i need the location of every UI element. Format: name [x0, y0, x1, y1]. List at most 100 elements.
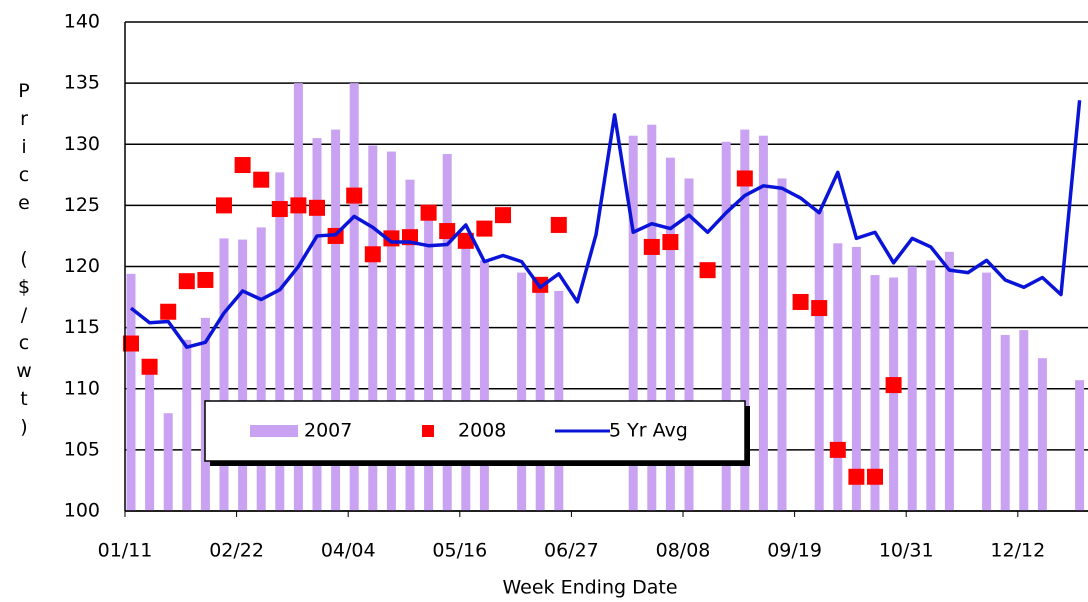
y-tick-label: 125 — [64, 194, 100, 216]
bar — [833, 243, 843, 511]
bar — [814, 210, 824, 511]
bar — [684, 178, 694, 512]
bar — [740, 129, 750, 511]
bar — [889, 277, 899, 511]
point — [848, 468, 865, 485]
y-axis-label: Price ($/cwt) — [13, 80, 35, 444]
bar — [219, 238, 229, 511]
bar — [1019, 330, 1029, 511]
bar — [126, 273, 136, 511]
bar — [758, 135, 768, 511]
bar — [349, 83, 359, 511]
point — [309, 199, 325, 216]
legend-label: 2007 — [304, 420, 352, 442]
point — [495, 207, 511, 224]
point — [867, 468, 883, 485]
point — [346, 187, 363, 204]
legend-label: 2008 — [458, 420, 506, 442]
x-tick-label: 09/19 — [767, 540, 822, 562]
bar — [907, 266, 917, 511]
bar — [851, 246, 861, 511]
bar — [442, 154, 452, 511]
bar — [461, 235, 471, 511]
point — [141, 358, 158, 375]
point — [792, 293, 809, 310]
bar — [163, 413, 173, 511]
bar — [275, 172, 285, 511]
x-tick-label: 02/22 — [209, 540, 264, 562]
y-tick-label: 115 — [64, 316, 100, 338]
bar — [405, 179, 415, 511]
line — [129, 100, 1082, 349]
bar — [1037, 358, 1047, 511]
bar — [182, 339, 192, 511]
point — [197, 271, 214, 288]
bar — [926, 260, 936, 511]
x-tick-label: 05/16 — [432, 540, 487, 562]
point — [736, 170, 753, 187]
point — [253, 171, 270, 188]
y-tick-label: 140 — [64, 11, 100, 33]
point — [178, 273, 195, 290]
y-tick-label: 105 — [64, 438, 100, 460]
point — [699, 262, 716, 279]
point — [550, 216, 567, 233]
bar — [386, 151, 396, 511]
point — [271, 201, 288, 218]
x-tick-label: 10/31 — [879, 540, 934, 562]
point — [216, 197, 232, 214]
bar — [256, 227, 266, 511]
point — [160, 303, 177, 320]
point — [476, 220, 493, 237]
x-tick-label: 04/04 — [321, 540, 376, 562]
y-tick-label: 130 — [64, 133, 100, 155]
bar — [777, 178, 787, 512]
x-tick-label: 01/11 — [98, 540, 153, 562]
x-tick-label: 12/12 — [990, 540, 1045, 562]
bar — [870, 275, 880, 511]
point — [662, 234, 679, 251]
legend-swatch — [422, 425, 434, 437]
bar — [479, 260, 489, 511]
bar — [517, 272, 527, 511]
point — [885, 377, 902, 394]
bar — [647, 124, 657, 511]
bar — [535, 284, 545, 511]
bar — [145, 364, 155, 511]
point — [420, 204, 437, 221]
x-axis-label: Week Ending Date — [502, 577, 677, 599]
y-tick-label: 110 — [64, 377, 100, 399]
point — [234, 157, 251, 174]
bar — [238, 239, 248, 512]
legend: 2007 2008 5 Yr Avg — [204, 400, 750, 466]
y-tick-label: 100 — [64, 500, 100, 522]
bar — [312, 138, 322, 511]
x-tick-label: 06/27 — [544, 540, 599, 562]
point — [643, 238, 660, 255]
bar — [628, 135, 638, 511]
legend-label: 5 Yr Avg — [609, 420, 688, 442]
bar — [293, 83, 303, 511]
bar — [1000, 334, 1010, 511]
bar — [982, 272, 992, 511]
bar — [1075, 380, 1085, 511]
bar — [665, 157, 675, 511]
point — [290, 197, 307, 214]
point — [123, 335, 139, 352]
bar — [368, 145, 378, 511]
point — [439, 223, 456, 240]
bar — [424, 211, 434, 512]
bar — [331, 129, 341, 511]
point — [364, 246, 381, 263]
bar — [721, 141, 731, 511]
legend-swatch — [250, 425, 298, 437]
x-tick-label: 08/08 — [656, 540, 711, 562]
y-tick-label: 120 — [64, 255, 100, 277]
point — [829, 441, 846, 458]
point — [457, 232, 474, 249]
bar — [944, 251, 954, 511]
point — [811, 300, 828, 317]
y-tick-label: 135 — [64, 72, 100, 94]
